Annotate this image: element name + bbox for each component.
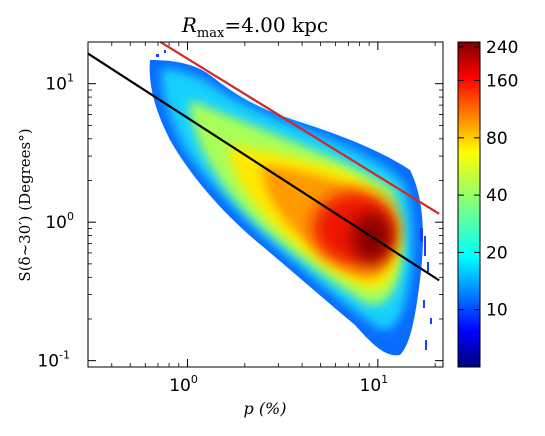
fit-line-0 — [88, 52, 440, 282]
title-main: R — [181, 13, 197, 37]
colorbar-tick-label: 20 — [486, 243, 508, 263]
colorbar-tick-label: 80 — [486, 129, 508, 149]
colorbar-tick-label: 240 — [486, 38, 518, 58]
y-tick-label: 101 — [45, 72, 74, 95]
colorbar-ticks: 10 20 40 80 160 240 — [458, 38, 518, 321]
x-tick-label: 100 — [169, 373, 198, 396]
colorbar — [457, 41, 481, 368]
fit-lines — [88, 42, 440, 282]
colorbar-tick-label: 40 — [486, 186, 508, 206]
plot-frame — [87, 41, 444, 368]
density-outliers — [156, 50, 432, 350]
y-axis-ticks: 10-1 100 101 — [37, 72, 443, 372]
x-axis-label: p (%) — [243, 399, 286, 418]
y-axis-label: S(δ∼30′) (Degrees°) — [16, 128, 34, 281]
x-axis-ticks: 100 101 — [87, 42, 436, 396]
title-sub: max — [197, 26, 225, 41]
y-tick-label: 10-1 — [37, 349, 70, 372]
y-tick-label: 100 — [45, 210, 74, 233]
title-rest: =4.00 kpc — [224, 13, 328, 37]
chart-title: Rmax=4.00 kpc — [181, 13, 328, 41]
density-heatmap — [88, 42, 440, 356]
colorbar-tick-label: 160 — [486, 72, 518, 92]
x-tick-label: 101 — [360, 373, 389, 396]
fit-line-1 — [159, 42, 440, 215]
colorbar-tick-label: 10 — [486, 301, 508, 321]
